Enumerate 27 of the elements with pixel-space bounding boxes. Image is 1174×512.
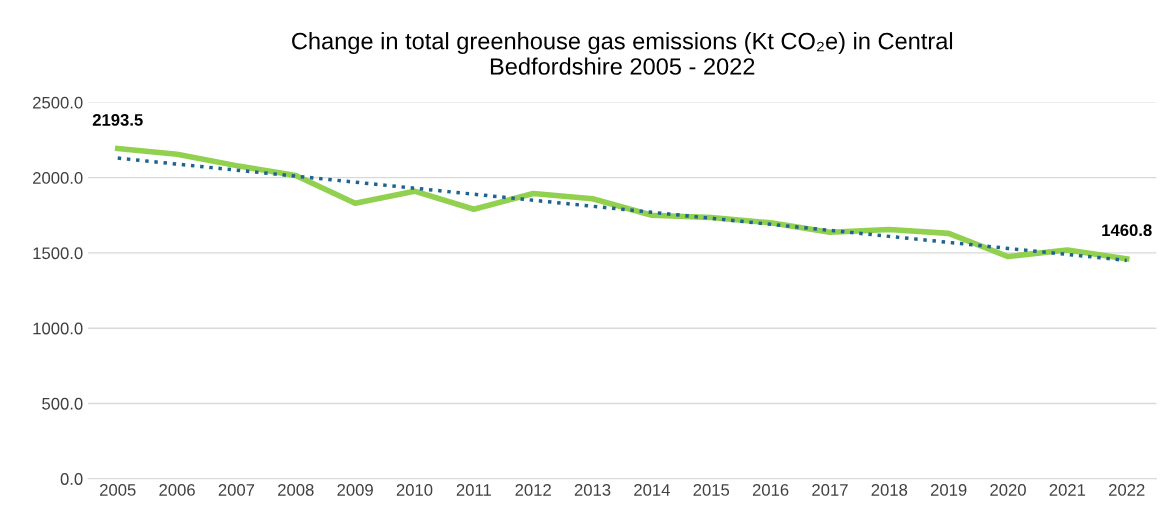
data-label: 1460.8 — [1102, 224, 1152, 237]
x-tick-label: 2018 — [871, 484, 908, 496]
y-tick-label: 2000.0 — [33, 172, 83, 184]
x-tick-label: 2019 — [930, 484, 967, 496]
x-tick-label: 2007 — [218, 484, 255, 496]
x-tick-label: 2005 — [100, 484, 136, 496]
x-tick-label: 2022 — [1109, 484, 1145, 496]
x-tick-label: 2020 — [990, 484, 1026, 496]
x-tick-label: 2015 — [693, 484, 730, 496]
x-tick-label: 2009 — [337, 484, 373, 496]
x-tick-label: 2016 — [752, 484, 789, 496]
y-tick-label: 1500.0 — [33, 247, 83, 260]
data-label: 2193.5 — [92, 114, 143, 126]
x-tick-label: 2008 — [278, 484, 314, 496]
chart-title: Change in total greenhouse gas emissions (Kt CO₂e) in Central Bedfordshire 2005 - 2022 — [292, 32, 953, 75]
x-tick-label: 2014 — [634, 484, 670, 496]
x-tick-label: 2013 — [574, 484, 611, 496]
y-tick-label: 500.0 — [42, 397, 83, 410]
x-tick-label: 2017 — [812, 484, 848, 496]
x-tick-label: 2011 — [456, 484, 491, 496]
x-tick-label: 2012 — [515, 484, 551, 496]
x-tick-label: 2021 — [1049, 484, 1086, 496]
x-tick-label: 2006 — [159, 484, 195, 496]
y-tick-label: 2500.0 — [33, 96, 83, 109]
x-tick-label: 2010 — [396, 484, 433, 496]
y-tick-label: 1000.0 — [33, 322, 83, 335]
y-tick-label: 0.0 — [60, 473, 83, 485]
